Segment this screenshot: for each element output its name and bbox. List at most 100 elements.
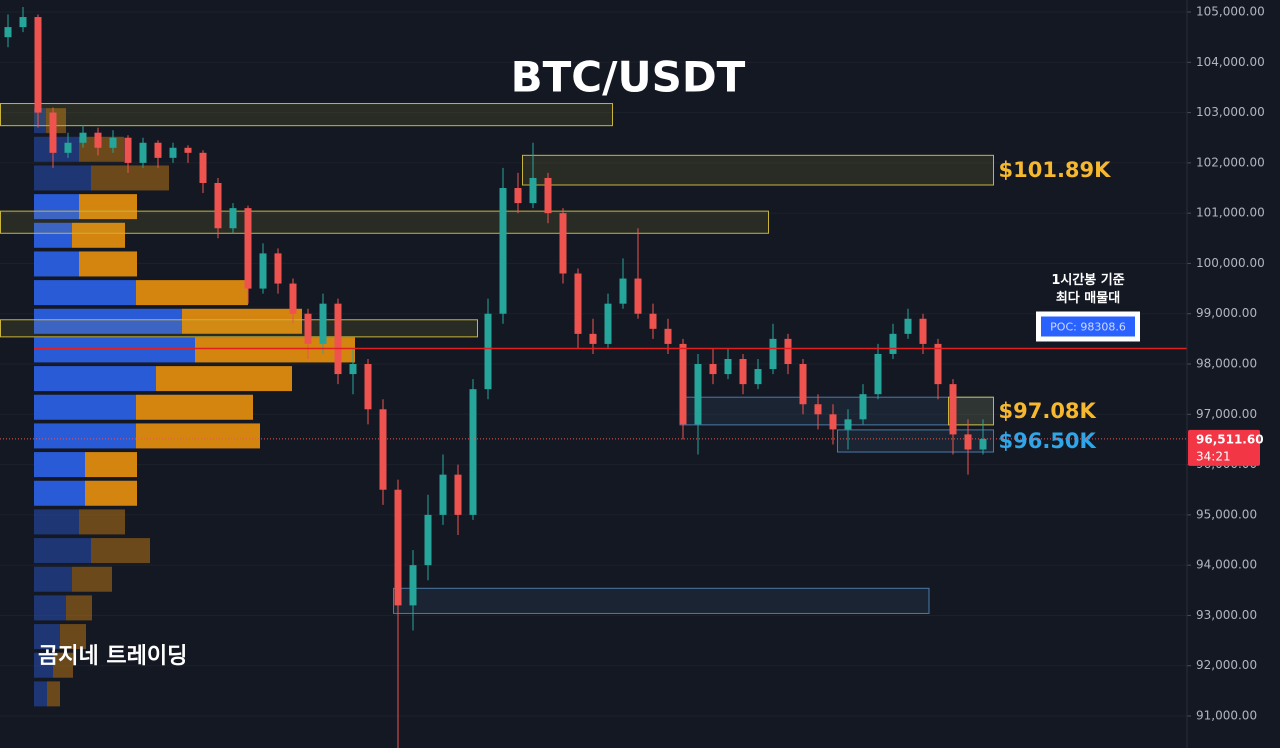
- profile-buy: [34, 222, 72, 248]
- zone: [0, 210, 769, 234]
- zone: [393, 587, 930, 614]
- candle-body: [784, 338, 792, 365]
- profile-buy: [34, 165, 91, 191]
- candle-body: [529, 177, 537, 204]
- candle-body: [484, 313, 492, 390]
- poc-box: [1041, 316, 1135, 337]
- candle-body: [244, 208, 252, 289]
- profile-sell: [53, 652, 73, 678]
- profile-sell: [85, 480, 137, 506]
- candle-body: [919, 318, 927, 344]
- candle-body: [349, 364, 357, 375]
- candle-body: [304, 313, 312, 344]
- candle-body: [394, 489, 402, 606]
- candle-body: [454, 474, 462, 515]
- profile-buy: [34, 538, 91, 564]
- profile-sell: [195, 337, 355, 363]
- profile-sell: [79, 509, 125, 535]
- profile-sell: [79, 194, 137, 220]
- candle-body: [289, 283, 297, 314]
- zone-label: $97.08K: [999, 399, 1097, 423]
- profile-sell: [91, 538, 150, 564]
- y-tick-label: 104,000.00: [1196, 55, 1265, 69]
- profile-buy: [34, 308, 182, 334]
- candle-body: [229, 208, 237, 229]
- candle-body: [514, 188, 522, 204]
- profile-buy: [34, 337, 195, 363]
- profile-buy: [34, 366, 156, 392]
- candle-body: [364, 364, 372, 410]
- y-tick-label: 100,000.00: [1196, 256, 1265, 270]
- profile-buy: [34, 566, 72, 592]
- candle-body: [889, 333, 897, 354]
- profile-buy: [34, 394, 136, 420]
- candle-body: [829, 414, 837, 430]
- zone: [522, 154, 994, 186]
- profile-buy: [34, 652, 53, 678]
- zone-label: $101.89K: [999, 158, 1112, 182]
- candle-body: [259, 253, 267, 289]
- candle-body: [439, 474, 447, 515]
- last-price-label: 96,511.60: [1196, 432, 1264, 446]
- profile-buy: [34, 194, 79, 220]
- candle-body: [694, 364, 702, 425]
- candle-body: [94, 132, 102, 148]
- candle-body: [934, 343, 942, 385]
- y-tick-label: 95,000.00: [1196, 507, 1257, 521]
- zone: [837, 429, 994, 453]
- profile-buy: [34, 681, 47, 707]
- candle-body: [64, 142, 72, 153]
- candle-body: [754, 369, 762, 385]
- candle-body: [964, 434, 972, 450]
- candle-body: [874, 353, 882, 395]
- candle-body: [169, 147, 177, 158]
- candle-body: [619, 278, 627, 304]
- candle-body: [49, 112, 57, 153]
- profile-sell: [85, 452, 137, 478]
- profile-sell: [72, 566, 112, 592]
- candle-body: [649, 313, 657, 329]
- candle-body: [214, 182, 222, 229]
- candle-body: [844, 419, 852, 430]
- countdown-label: 34:21: [1196, 449, 1231, 463]
- profile-buy: [34, 108, 46, 134]
- candle-body: [574, 273, 582, 334]
- profile-sell: [156, 366, 292, 392]
- candle-body: [154, 142, 162, 158]
- candle-body: [859, 394, 867, 420]
- profile-sell: [136, 280, 248, 306]
- profile-buy: [34, 251, 79, 277]
- candle-body: [139, 142, 147, 163]
- y-tick-label: 94,000.00: [1196, 558, 1257, 572]
- profile-sell: [72, 222, 125, 248]
- candle-body: [814, 404, 822, 415]
- candle-body: [949, 384, 957, 435]
- poc-note: 최다 매물대: [1056, 290, 1120, 306]
- y-tick-label: 99,000.00: [1196, 306, 1257, 320]
- y-tick-label: 97,000.00: [1196, 407, 1257, 421]
- y-tick-label: 101,000.00: [1196, 206, 1265, 220]
- candle-body: [424, 514, 432, 566]
- profile-sell: [182, 308, 302, 334]
- candle-body: [679, 343, 687, 425]
- profile-sell: [136, 394, 253, 420]
- y-tick-label: 92,000.00: [1196, 658, 1257, 672]
- candle-body: [199, 152, 207, 183]
- zone: [679, 396, 994, 426]
- candle-body: [4, 27, 12, 38]
- candle-body: [109, 137, 117, 148]
- candle-body: [664, 328, 672, 344]
- profile-buy: [34, 480, 85, 506]
- profile-sell: [60, 624, 86, 650]
- poc-label: POC: 98308.6: [1050, 321, 1126, 334]
- profile-buy: [34, 509, 79, 535]
- y-tick-label: 103,000.00: [1196, 105, 1265, 119]
- candle-body: [409, 565, 417, 606]
- candle-body: [274, 253, 282, 284]
- candle-body: [769, 338, 777, 370]
- candle-body: [979, 438, 987, 450]
- profile-sell: [91, 165, 169, 191]
- chart-title: BTC/USDT: [511, 53, 746, 102]
- candle-body: [739, 358, 747, 385]
